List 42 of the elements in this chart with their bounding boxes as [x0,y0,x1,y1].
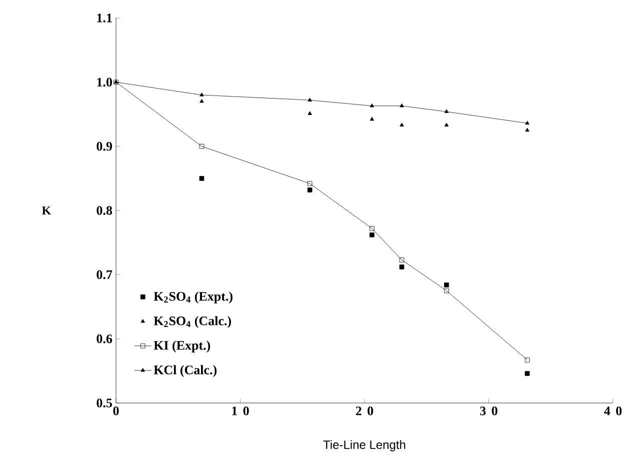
point [200,92,204,96]
y-tick-label: 0.8 [96,206,112,215]
point [524,371,530,376]
point [444,122,449,126]
point [370,226,374,231]
point [200,99,204,103]
point [308,98,312,102]
y-tick-label: 0.9 [96,142,112,151]
y-axis-title: K [42,206,51,214]
point [400,104,404,108]
x-tick-label: 4 0 [604,406,622,416]
point [199,144,204,149]
x-tick-label: 1 0 [232,406,249,416]
legend-label: KI (Expt.) [154,340,210,352]
point [525,128,530,132]
legend-label: K$_{2}$SO$_{4}$ (Calc.) [154,316,231,328]
x-axis-title: Tie-Line Length [323,440,406,452]
point [444,288,449,294]
legend-label: K$_{2}$SO$_{4}$ (Expt.) [154,292,232,304]
point [370,116,374,121]
y-tick-label: 1.0 [97,78,112,87]
point [525,120,530,125]
point [370,104,374,108]
point [399,258,404,262]
y-tick-label: 0.5 [96,398,112,408]
y-tick-label: 0.6 [96,334,112,344]
point [307,181,312,186]
x-tick-label: 3 0 [480,406,498,416]
y-tick-label: 1.1 [97,14,112,22]
point [199,176,204,181]
legend-label: KCl (Calc.) [154,365,217,377]
point [400,122,404,126]
point [524,358,530,362]
y-tick-label: 0.7 [96,270,112,280]
x-tick-label: 0 [113,406,119,416]
point [308,111,312,115]
point [444,282,449,288]
point [307,188,312,192]
point [444,109,449,113]
point [399,264,404,270]
point [370,232,374,238]
x-tick-label: 2 0 [356,406,374,416]
